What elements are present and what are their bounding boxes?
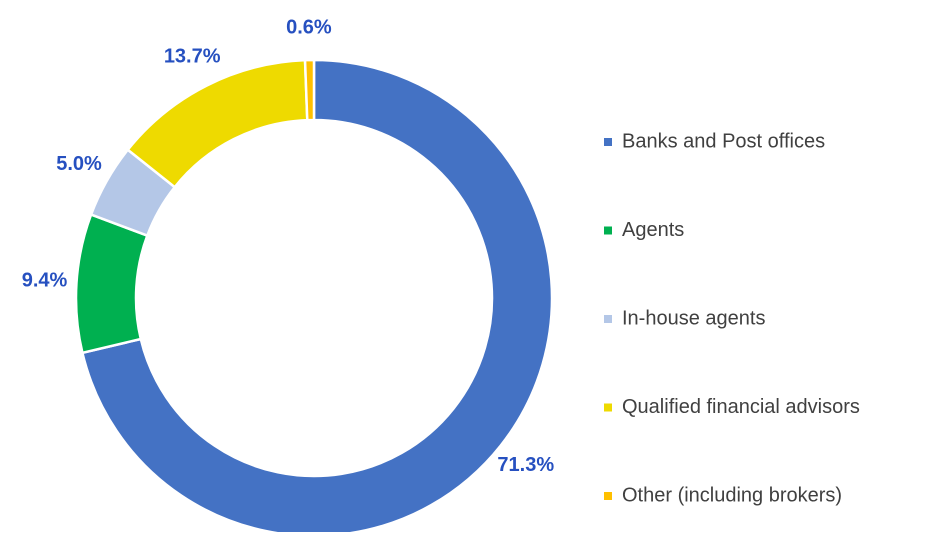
legend-text: Agents [622,219,684,241]
donut-slice [80,58,554,537]
value-label: 71.3% [497,454,554,476]
donut-slice [74,212,149,355]
legend-text: Banks and Post offices [622,130,825,152]
legend-swatch [604,226,612,235]
legend-text: Qualified financial advisors [622,396,860,418]
value-label: 5.0% [56,153,102,175]
donut-slice [126,58,309,189]
legend-text: Other (including brokers) [622,484,842,506]
value-label: 9.4% [22,269,68,291]
legend-swatch [604,315,612,323]
legend-swatch [604,492,612,500]
value-label: 0.6% [286,16,332,38]
legend-swatch [604,138,612,146]
legend-text: In-house agents [622,307,765,329]
legend-swatch [604,403,612,412]
donut-slice [303,58,316,122]
value-label: 13.7% [164,45,221,67]
